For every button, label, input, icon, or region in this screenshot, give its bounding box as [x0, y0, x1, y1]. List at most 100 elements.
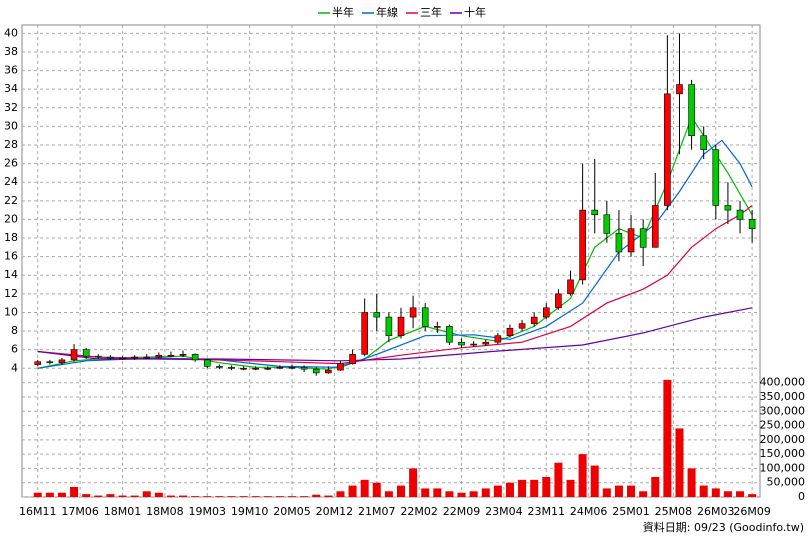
x-tick-label: 21M07	[358, 505, 396, 518]
volume-bar	[736, 491, 745, 497]
candle-body	[651, 205, 659, 248]
candle-body	[119, 357, 126, 360]
volume-bar	[421, 488, 430, 497]
candle-body	[70, 349, 78, 361]
x-tick-label: 22M02	[400, 505, 438, 518]
volume-bar	[518, 479, 527, 497]
candle-body	[228, 367, 235, 369]
footer: 資料日期: 09/23 (Goodinfo.tw)	[643, 520, 804, 534]
volume-bar	[348, 485, 357, 497]
x-tick-label: 17M06	[61, 505, 99, 518]
volume-bar	[33, 492, 42, 497]
candle-body	[434, 326, 441, 328]
volume-bar	[336, 491, 345, 497]
ma-line	[37, 115, 753, 370]
volume-bar	[191, 496, 200, 497]
candle-body	[676, 84, 683, 95]
candle-body	[615, 233, 623, 253]
x-tick-label: 25M08	[655, 505, 693, 518]
candle-body	[506, 327, 514, 336]
candle-body	[349, 354, 356, 364]
y-tick-label: 26	[4, 157, 18, 170]
y-tick-label: 24	[4, 175, 18, 188]
volume-bar	[699, 485, 708, 497]
volume-bar	[215, 496, 224, 497]
volume-tick-label: 400,000	[760, 376, 806, 389]
x-tick-label: 20M05	[273, 505, 311, 518]
volume-bar	[409, 468, 418, 497]
candle-body	[191, 354, 199, 361]
x-tick-label: 23M04	[485, 505, 523, 518]
volume-bar	[614, 485, 623, 497]
volume-bar	[94, 495, 103, 497]
volume-bar	[590, 465, 599, 497]
volume-bar	[300, 496, 309, 497]
volume-bar	[288, 496, 297, 497]
y-tick-label: 36	[4, 64, 18, 77]
y-tick-label: 12	[4, 287, 18, 300]
candle-body	[155, 354, 163, 358]
volume-bar	[627, 485, 636, 497]
candle-body	[494, 335, 502, 343]
volume-bar	[130, 495, 139, 497]
y-tick-label: 16	[4, 250, 18, 263]
ma-line	[37, 307, 753, 362]
volume-bar	[203, 496, 212, 497]
volume-tick-label: 350,000	[760, 390, 806, 403]
y-tick-label: 14	[4, 268, 18, 281]
candle-body	[530, 316, 538, 324]
candle-body	[337, 363, 344, 371]
volume-bar	[227, 496, 236, 497]
volume-bar	[542, 477, 551, 497]
volume-tick-label: 250,000	[760, 419, 806, 432]
candle-body	[300, 367, 308, 370]
volume-bar	[106, 494, 115, 497]
candle-body	[446, 326, 453, 343]
volume-bar	[312, 494, 321, 497]
volume-bar	[530, 479, 539, 497]
volume-bar	[457, 492, 466, 497]
candle-body	[736, 209, 744, 220]
volume-bar	[324, 495, 333, 497]
candle-body	[34, 361, 42, 365]
y-tick-label: 20	[4, 212, 18, 225]
legend-label: 半年	[332, 5, 354, 19]
candle-body	[409, 307, 417, 318]
x-tick-label: 23M11	[528, 505, 566, 518]
candle-body	[397, 316, 405, 336]
volume-tick-label: 0	[798, 490, 805, 503]
candle-body	[240, 367, 247, 370]
x-tick-label: 20M12	[316, 505, 354, 518]
candle-body	[131, 356, 138, 359]
plot-frame	[21, 24, 761, 498]
volume-bar	[505, 482, 514, 497]
volume-tick-label: 100,000	[760, 461, 806, 474]
y-tick-label: 10	[4, 305, 18, 318]
x-tick-label: 22M09	[443, 505, 481, 518]
volume-bar	[687, 468, 696, 497]
volume-bar	[675, 428, 684, 497]
volume-bar	[663, 379, 672, 497]
volume-bar	[554, 462, 563, 497]
volume-bar	[566, 479, 575, 497]
candle-body	[82, 349, 90, 357]
volume-bar	[445, 491, 454, 497]
candle-body	[58, 359, 66, 363]
y-tick-label: 30	[4, 119, 18, 132]
volume-bar	[166, 495, 175, 497]
volume-bar	[275, 496, 284, 497]
candle-body	[603, 214, 611, 234]
candle-body	[482, 341, 490, 345]
x-tick-label: 18M01	[104, 505, 142, 518]
candle-body	[325, 369, 332, 374]
volume-bar	[711, 488, 720, 497]
candle-body	[107, 356, 114, 359]
candle-body	[724, 205, 732, 211]
x-tick-label: 19M10	[231, 505, 269, 518]
volume-bar	[639, 491, 648, 497]
candle-body	[700, 135, 707, 150]
candle-body	[143, 356, 151, 359]
x-tick-label: 18M08	[146, 505, 184, 518]
candle-body	[46, 361, 54, 364]
